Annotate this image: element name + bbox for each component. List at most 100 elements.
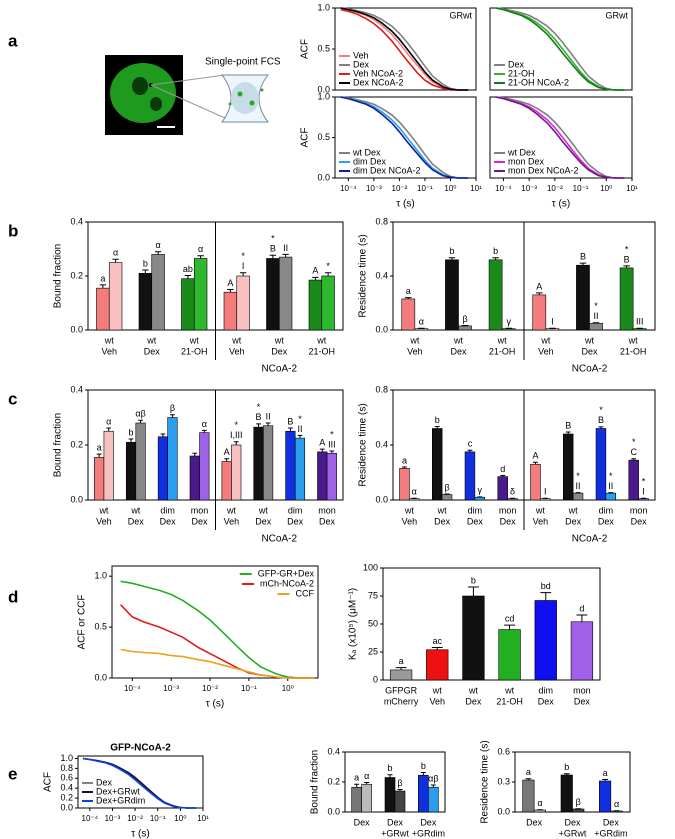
error-bar — [434, 425, 440, 429]
significance-label: α — [198, 244, 203, 254]
group-label: NCoA-2 — [261, 534, 297, 545]
bar — [628, 459, 639, 501]
error-bar — [395, 667, 407, 670]
bar — [605, 492, 616, 501]
bar — [599, 780, 612, 813]
y-tick-label: 1.0 — [317, 2, 330, 12]
significance-label: α — [202, 419, 207, 429]
y-tick-label: 0.4 — [60, 783, 73, 793]
x-tick-label: dim — [468, 505, 483, 515]
x-tick-label: Dex — [420, 817, 437, 827]
significance-label: A — [319, 438, 325, 448]
error-bar — [579, 262, 587, 266]
x-tick-label: 10⁻⁴ — [124, 684, 141, 693]
significance-label: bd — [541, 581, 551, 591]
legend-label: 21-OH NCoA-2 — [508, 77, 569, 87]
significance-label: α — [419, 317, 424, 327]
x-tick-label: wt — [497, 335, 507, 345]
x-tick-label: Veh — [402, 516, 418, 526]
group-label: NCoA-2 — [261, 364, 297, 375]
x-tick-label: 10¹ — [626, 184, 638, 193]
significance-label: b — [449, 246, 454, 256]
x-tick-label: wt — [316, 335, 326, 345]
bar — [181, 278, 195, 331]
bar — [498, 629, 521, 681]
significance-label: II — [283, 243, 288, 253]
significance-label: * — [642, 477, 646, 487]
significance-label: α — [614, 799, 619, 809]
x-tick-label: wt — [540, 335, 550, 345]
significance-label: * — [271, 234, 275, 244]
series-line — [120, 604, 315, 679]
significance-label: a — [399, 656, 404, 666]
x-tick-label: mon — [573, 685, 591, 695]
y-tick-label: 0.5 — [94, 621, 107, 631]
error-bar — [319, 448, 325, 452]
x-tick-label: wt — [104, 335, 114, 345]
error-bar — [467, 449, 473, 452]
error-bar — [402, 466, 407, 469]
y-tick-label: 0.0 — [327, 806, 340, 816]
bar — [321, 275, 335, 331]
y-tick-label: 0.0 — [60, 802, 73, 812]
x-axis-label: τ (s) — [131, 829, 149, 839]
image-label: Single-point FCS — [205, 57, 281, 68]
y-tick-label: 0.6 — [60, 773, 73, 783]
error-bar — [142, 269, 149, 274]
legend-label: Dex NCoA-2 — [353, 77, 404, 87]
significance-label: a — [97, 442, 102, 452]
bar — [223, 291, 238, 331]
error-bar — [192, 452, 198, 456]
bar — [560, 774, 573, 813]
x-tick-label: GFPGR — [385, 685, 418, 695]
legend-label: wt Dex — [507, 147, 536, 157]
plot-frame — [489, 96, 633, 179]
bar — [125, 441, 137, 501]
x-tick-label: Dex — [565, 516, 582, 526]
bar — [497, 476, 508, 501]
x-tick-label: 10⁻² — [392, 184, 408, 193]
bar — [361, 783, 372, 813]
significance-label: γ — [478, 485, 483, 495]
x-tick-label: 21-OH — [489, 346, 516, 356]
y-axis-label: Residence time (s) — [358, 403, 369, 486]
error-bar — [405, 297, 412, 299]
legend-label: Dex — [96, 777, 113, 787]
error-bar — [623, 265, 630, 268]
y-tick-label: 0.0 — [375, 494, 388, 504]
significance-label: β — [170, 403, 175, 413]
significance-label: * — [576, 471, 580, 481]
significance-label: a — [100, 273, 105, 283]
x-tick-label: 21-OH — [496, 696, 523, 706]
x-tick-label: Dex — [128, 516, 145, 526]
x-tick-label: 10⁻⁴ — [495, 184, 512, 193]
x-tick-label: Dex — [467, 516, 484, 526]
error-bar — [160, 433, 166, 437]
bar — [394, 790, 406, 813]
bar — [266, 258, 280, 331]
bar — [632, 328, 647, 331]
x-tick-label: 21-OH — [308, 346, 335, 356]
significance-label: I — [551, 317, 554, 327]
significance-label: * — [625, 244, 629, 254]
significance-label: a — [406, 286, 411, 296]
x-tick-label: Veh — [538, 346, 554, 356]
significance-label: C — [630, 447, 637, 457]
y-tick-label: 1.0 — [60, 753, 73, 763]
x-tick-label: Dex — [631, 516, 648, 526]
x-axis-label: τ (s) — [206, 699, 224, 710]
y-axis-label: Residence time (s) — [480, 740, 491, 823]
bar — [94, 457, 105, 501]
x-tick-label: mon — [630, 505, 648, 515]
bar — [576, 264, 590, 331]
x-tick-label: +GRdim — [412, 828, 445, 838]
legend-label: CCF — [296, 588, 315, 598]
significance-label: A — [532, 451, 538, 461]
significance-label: * — [594, 301, 598, 311]
x-tick-label: mCherry — [384, 696, 419, 706]
significance-label: ab — [183, 264, 193, 274]
series-line — [120, 580, 315, 679]
y-axis-label: ACF — [300, 128, 311, 148]
significance-label: b — [471, 575, 476, 585]
x-tick-label: wt — [258, 505, 268, 515]
